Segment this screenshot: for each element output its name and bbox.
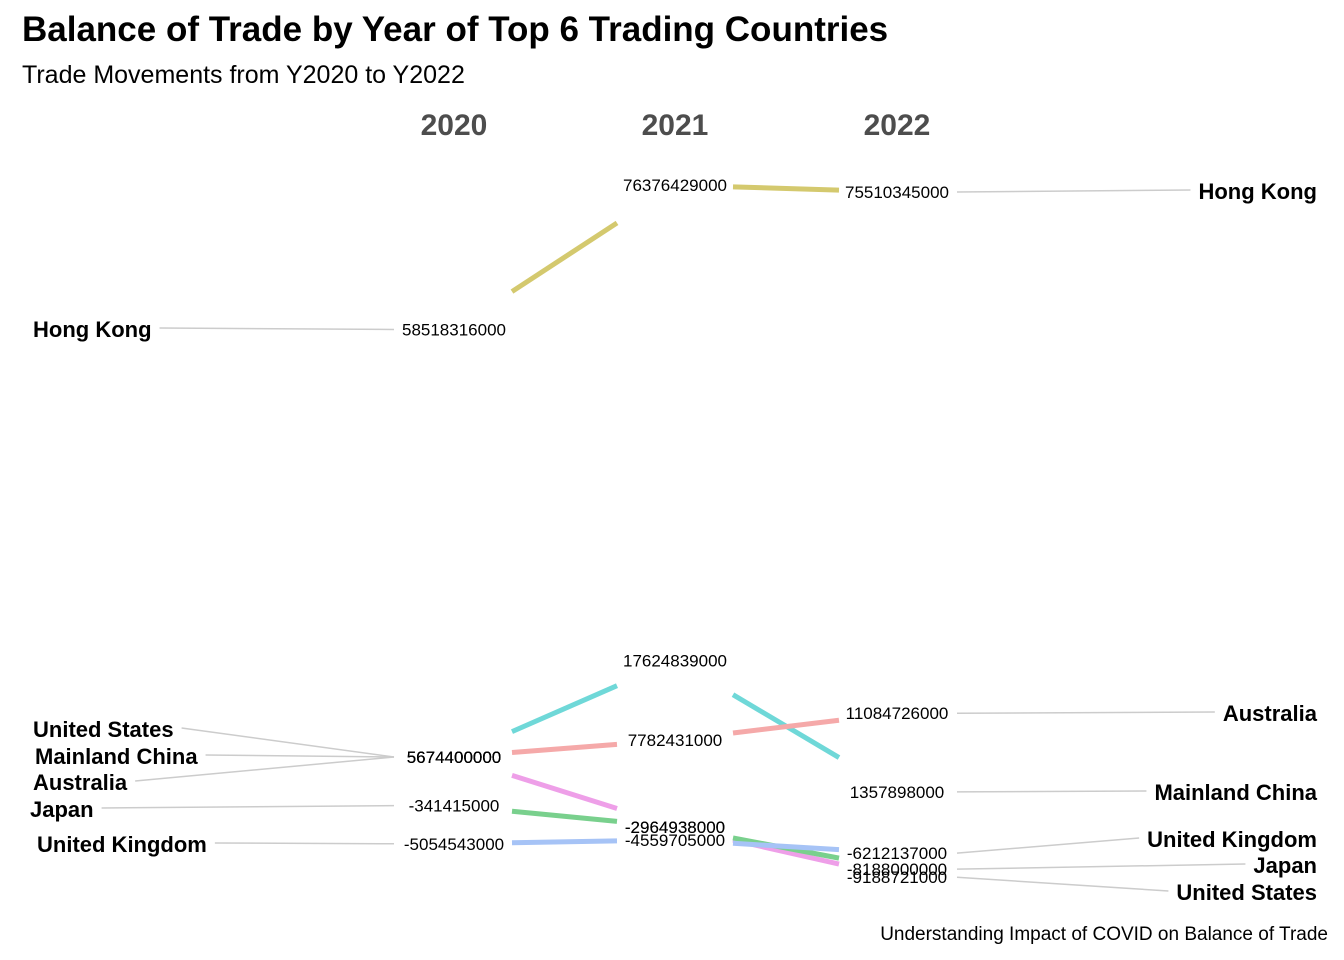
leader-left-japan	[101, 804, 395, 809]
year-labels: 2020 2021 2022	[421, 109, 931, 142]
right-label-mainland-china: Mainland China	[1154, 780, 1317, 805]
value-united-kingdom-2020: -5054543000	[404, 835, 504, 854]
left-label-japan: Japan	[30, 797, 94, 822]
value-united-kingdom-2021: -4559705000	[625, 831, 725, 850]
leader-right-australia	[956, 711, 1215, 714]
left-label-united-states: United States	[33, 717, 174, 742]
chart-caption: Understanding Impact of COVID on Balance…	[880, 924, 1328, 945]
value-australia-2022: 11084726000	[846, 704, 949, 723]
right-label-hong-kong: Hong Kong	[1198, 179, 1317, 204]
value-labels: 58518316000 76376429000 75510345000 5674400…	[402, 176, 949, 887]
value-united-kingdom-2022: -6212137000	[847, 844, 947, 863]
leader-left-hong-kong	[159, 327, 395, 331]
value-hong-kong-2022: 75510345000	[845, 183, 949, 202]
leader-left-united-kingdom	[214, 842, 395, 845]
line-mainland-china-2020-2021	[510, 683, 619, 734]
right-label-united-kingdom: United Kingdom	[1147, 827, 1317, 852]
right-label-united-states: United States	[1176, 880, 1317, 905]
year-label-2021: 2021	[642, 109, 709, 142]
value-japan-2021: -2964938000	[625, 818, 725, 837]
value-united-states-2022: -9188721000	[847, 868, 947, 887]
year-label-2022: 2022	[864, 109, 931, 142]
line-australia-2020-2021	[511, 741, 618, 756]
year-label-2020: 2020	[421, 109, 488, 142]
left-label-hong-kong: Hong Kong	[33, 317, 152, 342]
value-united-states-2021: -2964938000	[625, 818, 725, 837]
value-mainland-china-2020: 5674400000	[407, 748, 502, 767]
value-australia-2020: 5674400000	[407, 748, 502, 767]
line-hong-kong-2021-2022	[732, 184, 840, 193]
line-united-kingdom-2020-2021	[511, 838, 618, 846]
line-united-states-2020-2021	[511, 772, 618, 811]
left-label-mainland-china: Mainland China	[35, 744, 198, 769]
leader-right-mainland-china	[956, 790, 1147, 793]
chart-title: Balance of Trade by Year of Top 6 Tradin…	[22, 10, 889, 49]
leader-left-united-states	[181, 727, 395, 758]
leader-left-mainland-china	[205, 754, 395, 758]
value-hong-kong-2021: 76376429000	[623, 176, 727, 195]
line-australia-2021-2022	[732, 717, 840, 736]
value-mainland-china-2022: 1357898000	[850, 783, 945, 802]
value-united-states-2020: 5674400000	[407, 748, 502, 767]
leader-lines	[101, 189, 1246, 892]
left-label-united-kingdom: United Kingdom	[37, 832, 207, 857]
line-japan-2020-2021	[511, 808, 618, 824]
series-lines	[510, 184, 841, 867]
value-mainland-china-2021: 17624839000	[623, 651, 727, 670]
value-hong-kong-2020: 58518316000	[402, 320, 506, 339]
value-japan-2022: -8188000000	[847, 860, 947, 879]
leader-right-united-states	[956, 876, 1169, 892]
line-hong-kong-2020-2021	[510, 220, 619, 294]
chart-subtitle: Trade Movements from Y2020 to Y2022	[22, 61, 465, 89]
left-label-australia: Australia	[33, 770, 128, 795]
right-label-japan: Japan	[1253, 853, 1317, 878]
leader-right-hong-kong	[956, 189, 1191, 193]
value-australia-2021: 7782431000	[628, 731, 723, 750]
line-united-kingdom-2021-2022	[732, 840, 840, 853]
leader-right-united-kingdom	[956, 837, 1140, 854]
leader-left-australia	[135, 756, 395, 782]
value-japan-2020: -341415000	[409, 797, 500, 816]
leader-right-japan	[956, 863, 1246, 870]
right-label-australia: Australia	[1223, 701, 1318, 726]
